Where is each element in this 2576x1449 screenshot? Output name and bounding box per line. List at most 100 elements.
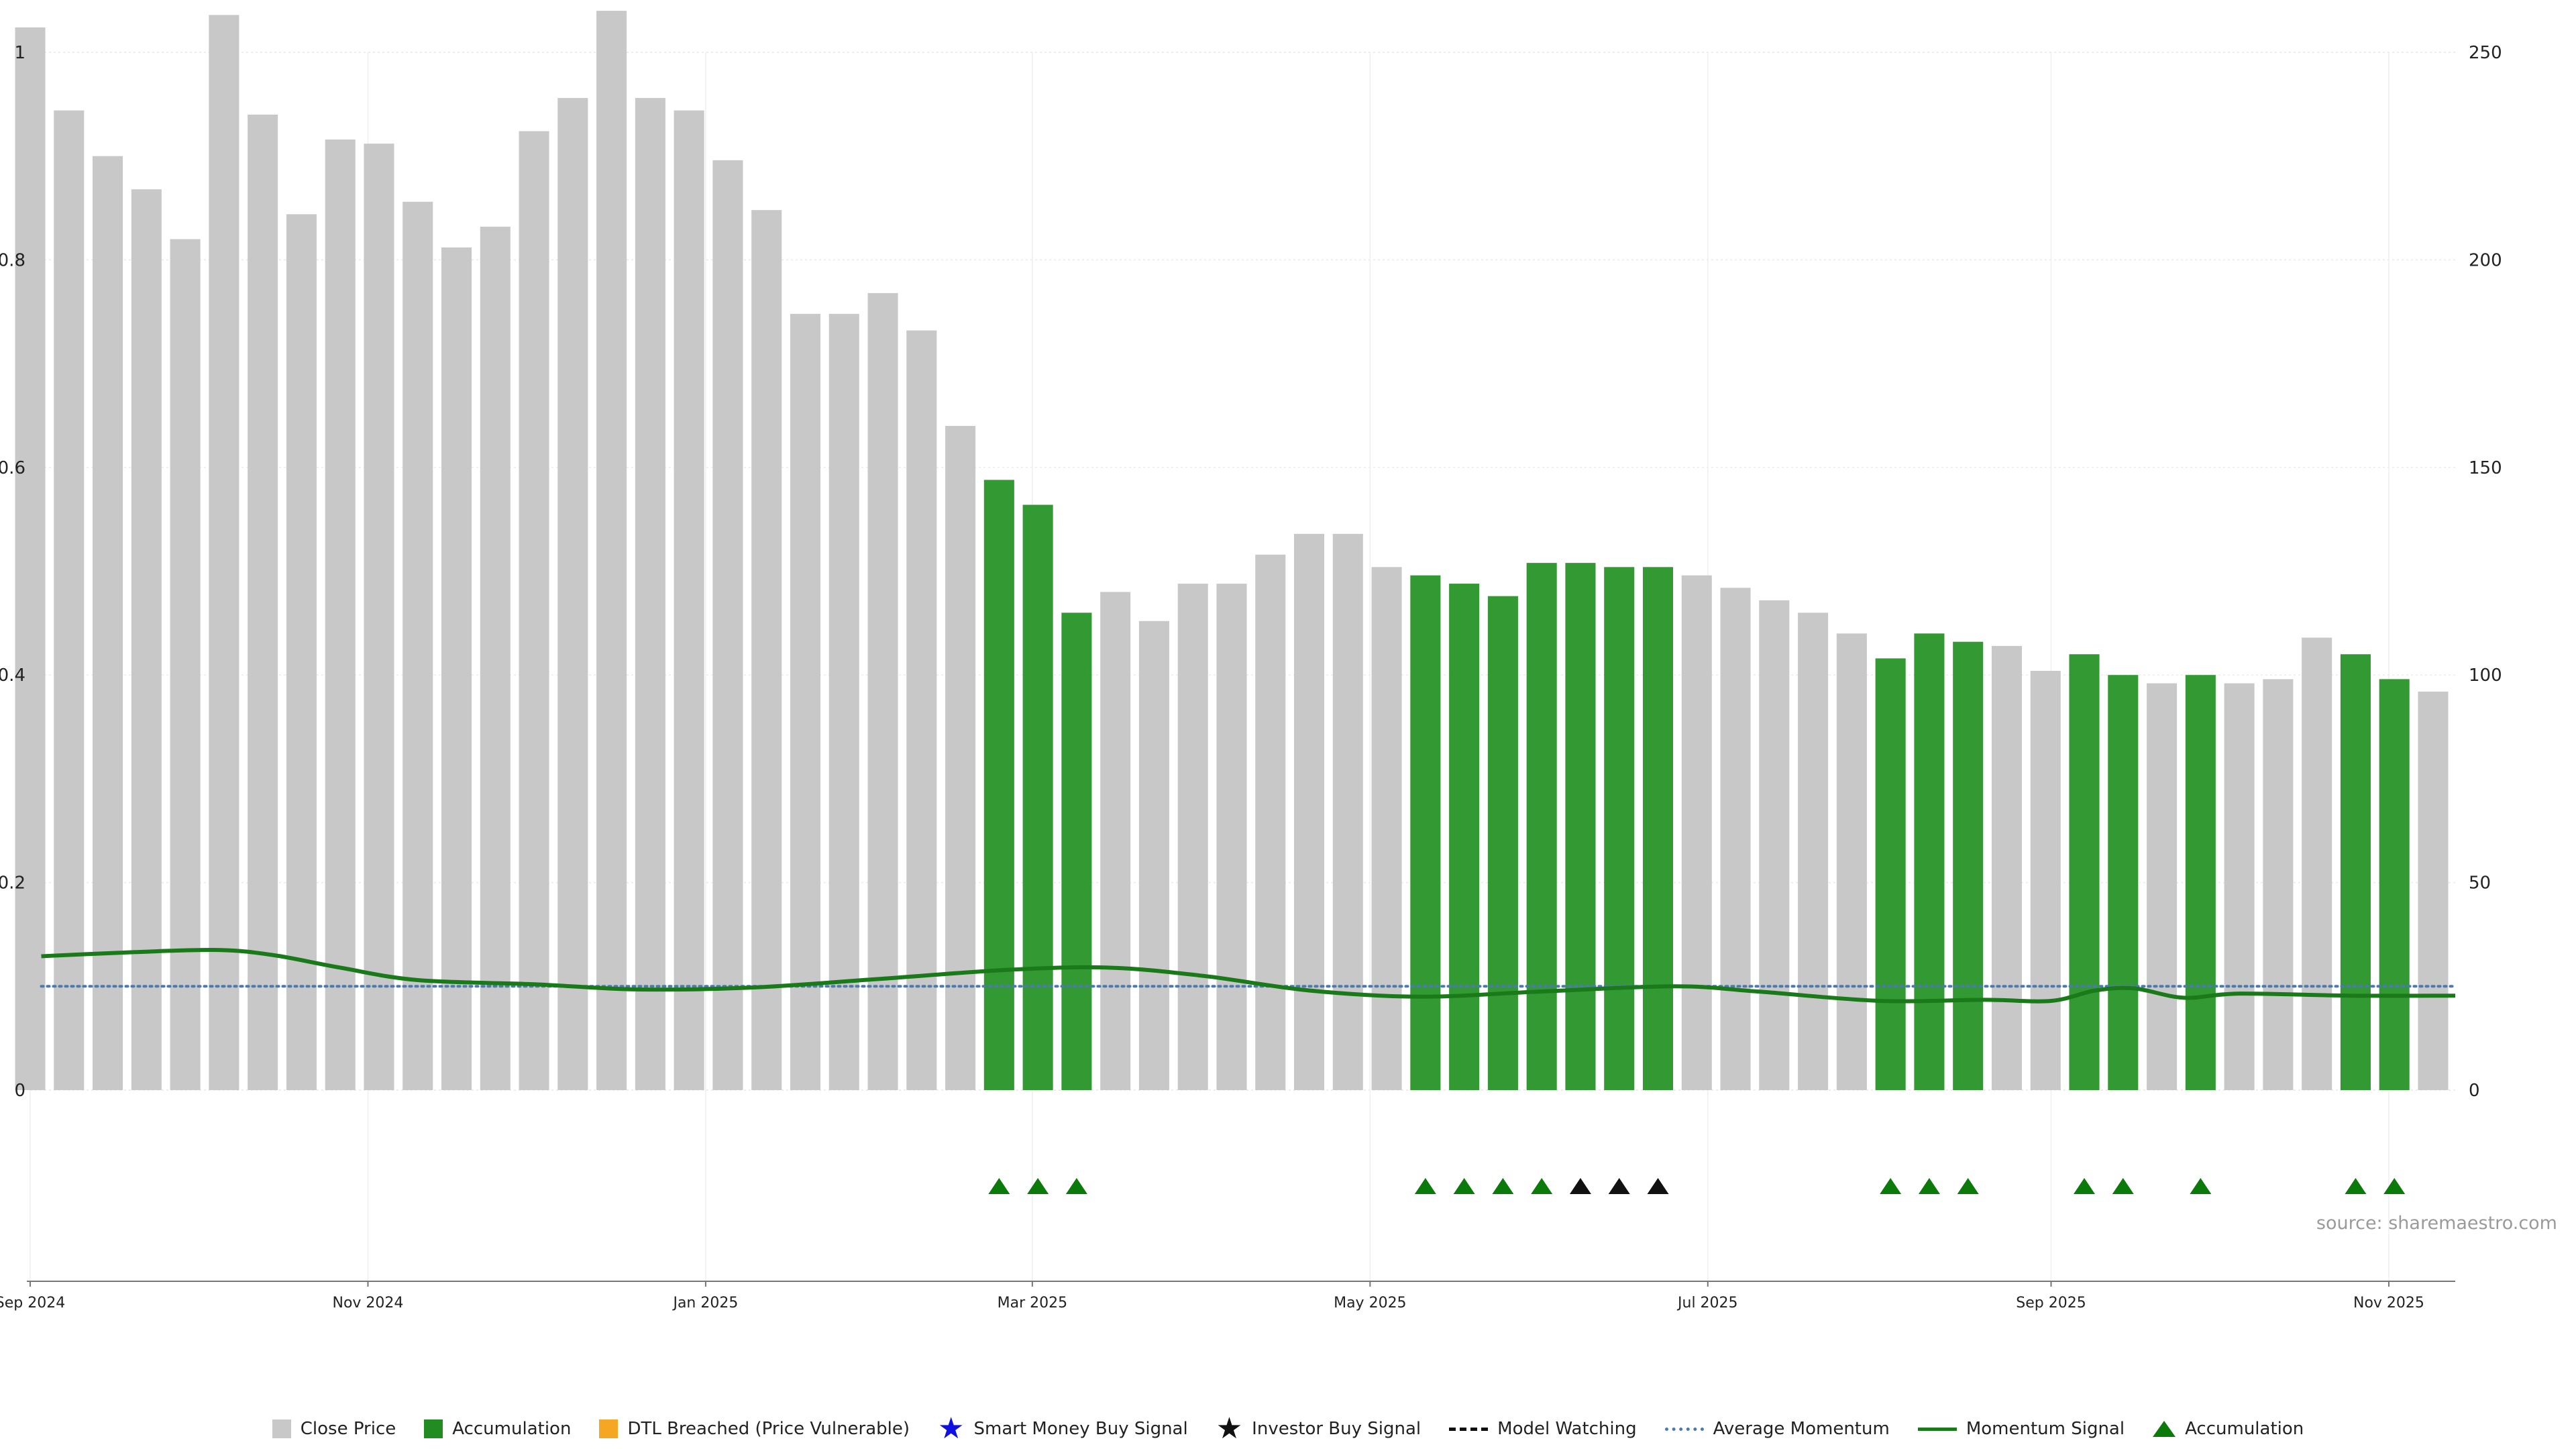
close-price-bar xyxy=(1216,584,1247,1090)
close-price-bar xyxy=(1798,612,1829,1090)
close-price-bar xyxy=(131,189,162,1091)
accumulation-marker xyxy=(1531,1178,1553,1194)
left-axis-tick-label: 0.4 xyxy=(0,665,25,686)
close-price-bar xyxy=(2263,679,2294,1090)
close-price-bar xyxy=(209,15,239,1091)
left-axis-tick-label: 0 xyxy=(14,1081,25,1101)
accumulation-marker xyxy=(2383,1178,2406,1194)
close-price-bar xyxy=(1759,600,1790,1090)
accumulation-bar xyxy=(2340,654,2371,1090)
accumulation-bar xyxy=(1565,563,1596,1090)
close-price-bar xyxy=(635,98,665,1090)
accumulation-marker xyxy=(988,1178,1010,1194)
accumulation-bar xyxy=(1487,596,1518,1090)
legend-item: Model Watching xyxy=(1449,1419,1637,1439)
legend-line-swatch xyxy=(1664,1427,1704,1431)
legend-swatch xyxy=(424,1419,443,1438)
close-price-bar xyxy=(325,139,356,1090)
legend-label: Accumulation xyxy=(452,1419,572,1439)
accumulation-bar xyxy=(1061,612,1092,1090)
left-axis-tick-label: 0.6 xyxy=(0,458,25,478)
accumulation-marker xyxy=(1065,1178,1087,1194)
legend-swatch xyxy=(599,1419,619,1438)
close-price-bar xyxy=(1720,588,1751,1090)
close-price-bar xyxy=(54,110,85,1091)
legend-label: Smart Money Buy Signal xyxy=(973,1419,1188,1439)
legend-item: Momentum Signal xyxy=(1917,1419,2125,1439)
accumulation-marker xyxy=(1414,1178,1436,1194)
close-price-bar xyxy=(286,214,317,1090)
legend-label: Momentum Signal xyxy=(1966,1419,2125,1439)
accumulation-marker xyxy=(2190,1178,2212,1194)
x-tick-label: May 2025 xyxy=(1334,1295,1406,1311)
accumulation-marker xyxy=(1957,1178,1979,1194)
right-axis-tick-label: 150 xyxy=(2469,458,2502,478)
triangle-icon xyxy=(2153,1421,2176,1437)
accumulation-bar xyxy=(983,480,1014,1090)
legend-item: Average Momentum xyxy=(1664,1419,1890,1439)
close-price-bar xyxy=(867,292,898,1090)
momentum-lines xyxy=(40,948,2457,1004)
legend-item: DTL Breached (Price Vulnerable) xyxy=(599,1419,910,1439)
legend-item: Accumulation xyxy=(2153,1419,2304,1439)
axes: Sep 2024 Nov 2024 Jan 2025 Mar 2025 May 2025… xyxy=(0,43,2502,1311)
accumulation-bar xyxy=(2379,679,2410,1090)
legend-item: Accumulation xyxy=(424,1419,571,1439)
price-bars xyxy=(15,11,2449,1091)
accumulation-bar xyxy=(2069,654,2100,1090)
legend-label: Average Momentum xyxy=(1713,1419,1890,1439)
close-price-bar xyxy=(1836,633,1867,1090)
x-tick-label: Sep 2024 xyxy=(0,1295,65,1311)
legend-item: Close Price xyxy=(272,1419,396,1439)
close-price-bar xyxy=(2224,683,2255,1090)
accumulation-bar xyxy=(1526,563,1557,1090)
right-axis-tick-label: 200 xyxy=(2469,250,2502,270)
close-price-bar xyxy=(712,160,743,1091)
left-axis-tick-label: 0.8 xyxy=(0,250,25,270)
accumulation-bar xyxy=(1410,575,1441,1090)
model-watching-marker xyxy=(1647,1178,1669,1194)
close-price-bar xyxy=(945,425,976,1090)
momentum-signal-line xyxy=(41,948,2456,1004)
close-price-bar xyxy=(1991,645,2023,1090)
accumulation-bar xyxy=(1914,633,1945,1090)
legend: Close Price Accumulation DTL Breached (Pri… xyxy=(0,1412,2576,1446)
legend-swatch xyxy=(272,1419,291,1438)
legend-label: Model Watching xyxy=(1497,1419,1637,1439)
close-price-bar xyxy=(1138,621,1169,1090)
close-price-bar xyxy=(2418,691,2449,1090)
x-tick-label: Mar 2025 xyxy=(998,1295,1068,1311)
accumulation-marker xyxy=(2074,1178,2096,1194)
star-icon: ★ xyxy=(1216,1411,1243,1446)
accumulation-marker xyxy=(2112,1178,2134,1194)
x-tick-label: Nov 2025 xyxy=(2353,1295,2424,1311)
x-tick-label: Sep 2025 xyxy=(2016,1295,2086,1311)
close-price-bar xyxy=(1332,533,1363,1090)
close-price-bar xyxy=(519,131,549,1090)
close-price-bar xyxy=(906,330,937,1091)
close-price-bar xyxy=(248,114,278,1090)
right-axis-tick-label: 100 xyxy=(2469,665,2502,686)
right-axis-tick-label: 50 xyxy=(2469,873,2491,894)
close-price-bar xyxy=(2302,637,2332,1090)
signal-markers xyxy=(988,1178,2406,1194)
accumulation-marker xyxy=(1027,1178,1049,1194)
source-credit: source: sharemaestro.com xyxy=(2316,1213,2557,1234)
accumulation-bar xyxy=(1953,641,1984,1090)
right-axis-tick-label: 250 xyxy=(2469,43,2502,63)
close-price-bar xyxy=(790,313,821,1090)
close-price-bar xyxy=(674,110,704,1091)
legend-label: DTL Breached (Price Vulnerable) xyxy=(627,1419,910,1439)
accumulation-marker xyxy=(1492,1178,1514,1194)
accumulation-bar xyxy=(2108,675,2139,1090)
legend-label: Accumulation xyxy=(2185,1419,2304,1439)
accumulation-bar xyxy=(1022,504,1053,1090)
right-axis-tick-label: 0 xyxy=(2469,1081,2480,1101)
close-price-bar xyxy=(170,239,201,1091)
close-price-bar xyxy=(751,210,782,1090)
accumulation-marker xyxy=(1453,1178,1475,1194)
legend-label: Investor Buy Signal xyxy=(1252,1419,1421,1439)
close-price-bar xyxy=(596,11,627,1091)
close-price-bar xyxy=(441,247,472,1091)
